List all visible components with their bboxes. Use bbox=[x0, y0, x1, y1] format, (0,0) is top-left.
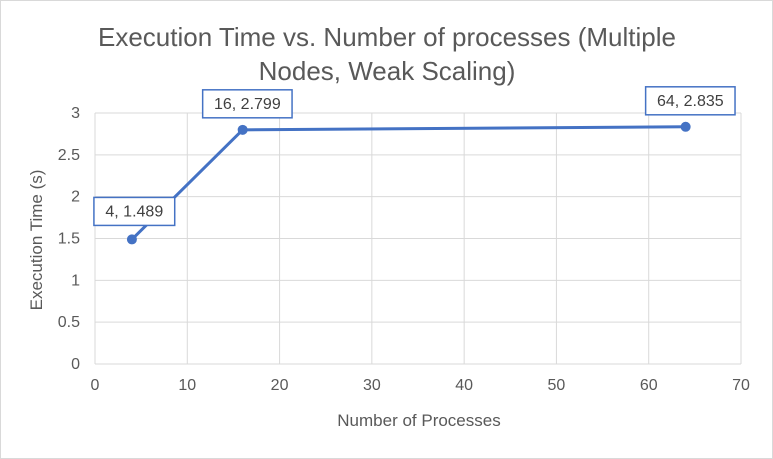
y-tick-label: 1 bbox=[71, 272, 80, 289]
x-tick-label: 40 bbox=[455, 377, 473, 394]
data-point bbox=[126, 234, 137, 245]
data-label: 16, 2.799 bbox=[214, 96, 281, 113]
x-axis-ticks: 0 10 20 30 40 50 60 70 bbox=[91, 377, 750, 394]
y-tick-label: 0 bbox=[71, 356, 80, 373]
x-tick-label: 50 bbox=[548, 377, 566, 394]
y-tick-label: 0.5 bbox=[58, 314, 80, 331]
data-label-box bbox=[201, 89, 293, 119]
x-axis-label: Number of Processes bbox=[337, 411, 500, 430]
gridlines bbox=[94, 112, 742, 365]
x-tick-label: 10 bbox=[178, 377, 196, 394]
x-tick-label: 70 bbox=[732, 377, 750, 394]
data-label-callout: 16, 2.799 bbox=[201, 89, 293, 119]
y-tick-label: 2.5 bbox=[58, 147, 80, 164]
series-line bbox=[126, 121, 691, 245]
y-axis-label: Execution Time (s) bbox=[27, 170, 46, 311]
x-tick-label: 0 bbox=[91, 377, 100, 394]
data-label: 4, 1.489 bbox=[105, 203, 163, 220]
y-tick-label: 2 bbox=[71, 189, 80, 206]
data-point bbox=[237, 124, 248, 135]
data-label-callout: 4, 1.489 bbox=[93, 196, 176, 227]
series-line-path bbox=[130, 125, 686, 241]
y-tick-label: 3 bbox=[71, 105, 80, 122]
data-labels: 4, 1.489 16, 2.799 64, 2.835 bbox=[93, 86, 736, 227]
y-tick-label: 1.5 bbox=[58, 231, 80, 248]
y-axis-ticks: 0 0.5 1 1.5 2 2.5 3 bbox=[58, 105, 80, 373]
data-point bbox=[680, 121, 691, 132]
x-tick-label: 20 bbox=[271, 377, 289, 394]
data-label-box bbox=[93, 196, 176, 227]
data-label-callout: 64, 2.835 bbox=[644, 86, 736, 116]
x-tick-label: 60 bbox=[640, 377, 658, 394]
chart-title-line-1: Execution Time vs. Number of processes (… bbox=[98, 22, 676, 52]
x-tick-label: 30 bbox=[363, 377, 381, 394]
data-label: 64, 2.835 bbox=[657, 93, 724, 110]
data-label-box bbox=[644, 86, 736, 116]
chart-title-line-2: Nodes, Weak Scaling) bbox=[259, 56, 516, 86]
